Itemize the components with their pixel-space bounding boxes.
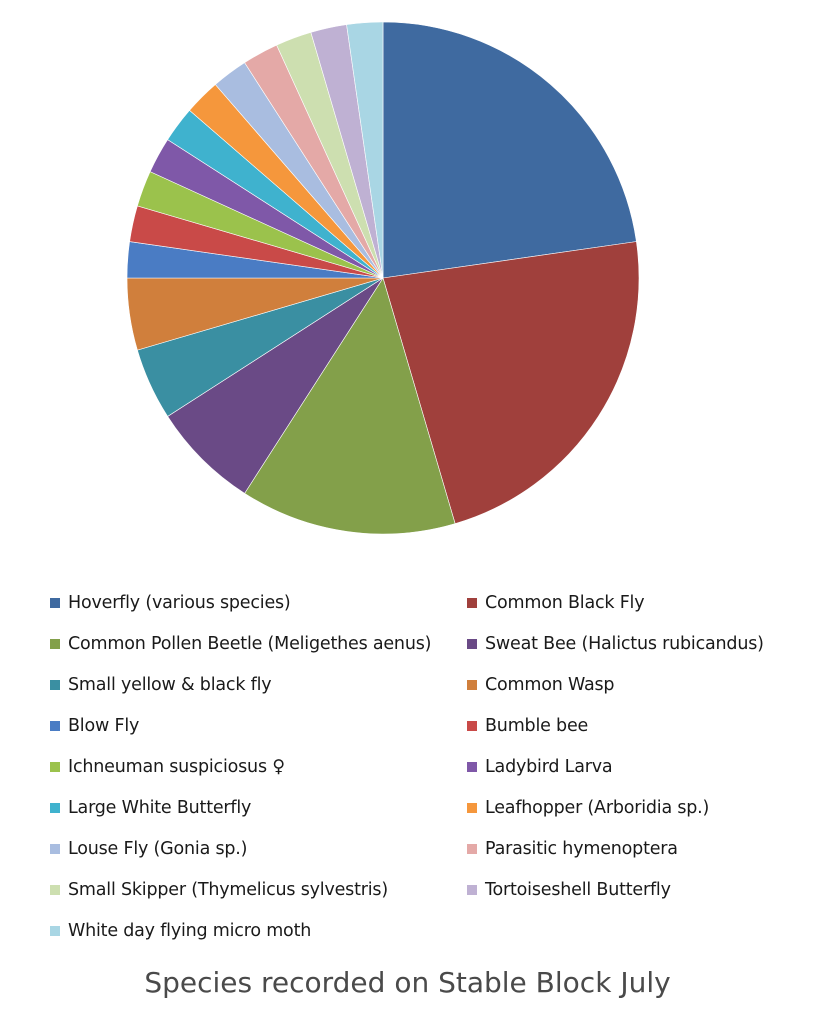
legend-label: Common Pollen Beetle (Meligethes aenus) bbox=[68, 633, 432, 654]
legend-item-10: Ladybird Larva bbox=[467, 746, 810, 787]
pie-slice-17 bbox=[346, 21, 384, 279]
legend-label: Louse Fly (Gonia sp.) bbox=[68, 838, 248, 859]
pie-chart bbox=[126, 21, 640, 535]
legend-item-6: Common Wasp bbox=[467, 664, 810, 705]
legend-swatch bbox=[50, 925, 60, 936]
legend-label: Large White Butterfly bbox=[68, 797, 252, 818]
legend-label: Ladybird Larva bbox=[485, 756, 613, 777]
legend-item-11: Large White Butterfly bbox=[50, 787, 467, 828]
legend-swatch bbox=[467, 761, 477, 772]
legend-label: Tortoiseshell Butterfly bbox=[485, 879, 671, 900]
legend: Hoverfly (various species) Common Black F… bbox=[50, 582, 810, 951]
legend-item-9: Ichneuman suspiciosus ♀ bbox=[50, 746, 467, 787]
legend-swatch bbox=[467, 720, 477, 731]
chart-caption: Species recorded on Stable Block July bbox=[144, 966, 671, 999]
legend-label: Sweat Bee (Halictus rubicandus) bbox=[485, 633, 764, 654]
legend-swatch bbox=[467, 638, 477, 649]
pie-slice-1 bbox=[382, 21, 637, 279]
legend-swatch bbox=[467, 597, 477, 608]
legend-swatch bbox=[50, 597, 60, 608]
legend-item-5: Small yellow & black fly bbox=[50, 664, 467, 705]
legend-item-3: Common Pollen Beetle (Meligethes aenus) bbox=[50, 623, 467, 664]
legend-label: Ichneuman suspiciosus ♀ bbox=[68, 756, 285, 777]
legend-item-12: Leafhopper (Arboridia sp.) bbox=[467, 787, 810, 828]
legend-swatch bbox=[50, 679, 60, 690]
legend-label: Bumble bee bbox=[485, 715, 589, 736]
legend-item-7: Blow Fly bbox=[50, 705, 467, 746]
legend-label: White day flying micro moth bbox=[68, 920, 312, 941]
legend-item-2: Common Black Fly bbox=[467, 582, 810, 623]
legend-item-8: Bumble bee bbox=[467, 705, 810, 746]
legend-swatch bbox=[467, 802, 477, 813]
legend-label: Small Skipper (Thymelicus sylvestris) bbox=[68, 879, 388, 900]
legend-swatch bbox=[467, 843, 477, 854]
pie-slice-4 bbox=[167, 277, 384, 494]
legend-item-14: Parasitic hymenoptera bbox=[467, 828, 810, 869]
legend-swatch bbox=[50, 761, 60, 772]
legend-item-13: Louse Fly (Gonia sp.) bbox=[50, 828, 467, 869]
legend-swatch bbox=[50, 802, 60, 813]
legend-item-17: White day flying micro moth bbox=[50, 910, 467, 951]
legend-label: Hoverfly (various species) bbox=[68, 592, 291, 613]
legend-swatch bbox=[50, 843, 60, 854]
legend-label: Small yellow & black fly bbox=[68, 674, 272, 695]
legend-swatch bbox=[50, 720, 60, 731]
legend-label: Parasitic hymenoptera bbox=[485, 838, 678, 859]
legend-item-4: Sweat Bee (Halictus rubicandus) bbox=[467, 623, 810, 664]
legend-swatch bbox=[467, 884, 477, 895]
legend-label: Leafhopper (Arboridia sp.) bbox=[485, 797, 710, 818]
legend-swatch bbox=[467, 679, 477, 690]
pie-slice-2 bbox=[382, 241, 640, 525]
pie-slice-3 bbox=[244, 277, 456, 535]
legend-item-1: Hoverfly (various species) bbox=[50, 582, 467, 623]
legend-label: Common Wasp bbox=[485, 674, 615, 695]
legend-item-15: Small Skipper (Thymelicus sylvestris) bbox=[50, 869, 467, 910]
legend-label: Blow Fly bbox=[68, 715, 140, 736]
legend-item-16: Tortoiseshell Butterfly bbox=[467, 869, 810, 910]
legend-label: Common Black Fly bbox=[485, 592, 645, 613]
legend-swatch bbox=[50, 884, 60, 895]
legend-swatch bbox=[50, 638, 60, 649]
